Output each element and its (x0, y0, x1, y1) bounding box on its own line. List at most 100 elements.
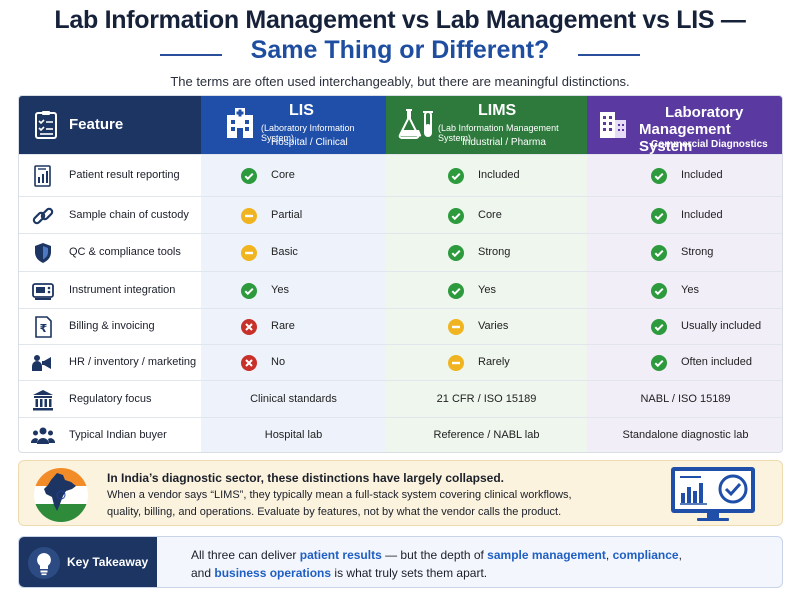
lms-value: NABL / ISO 15189 (640, 392, 731, 405)
lms-cell: Included (651, 168, 782, 184)
lms-value: Yes (681, 283, 699, 296)
india-info-panel: In India’s diagnostic sector, these dist… (18, 460, 783, 526)
check-circle-icon (651, 168, 667, 184)
lis-cell: Yes (241, 282, 376, 299)
lms-title-line2: Management System (639, 121, 731, 155)
lis-title: LIS (289, 102, 314, 119)
table-row: Typical Indian buyer Hospital lab Referenc… (19, 417, 782, 452)
lims-column-bg (386, 154, 587, 452)
lms-cell: Included (651, 207, 782, 224)
lis-value: Core (271, 169, 295, 181)
lims-value: Yes (478, 283, 496, 296)
check-circle-icon (651, 355, 667, 371)
takeaway-line2: and business operations is what truly se… (191, 566, 488, 580)
check-circle-icon (448, 168, 464, 184)
info-text-line2: quality, billing, and operations. Evalua… (107, 506, 562, 518)
lightbulb-icon (28, 547, 60, 579)
feature-label: Billing & invoicing (69, 320, 155, 332)
minus-circle-icon (241, 207, 257, 224)
check-circle-icon (651, 245, 667, 261)
page-title-subline: Same Thing or Different? (250, 36, 550, 64)
lms-header: Laboratory Management System Commercial … (587, 96, 782, 155)
feature-label: HR / inventory / marketing (69, 356, 197, 368)
lms-value: Usually included (681, 320, 762, 332)
lims-cell: Strong (448, 245, 599, 261)
minus-circle-icon (448, 355, 464, 371)
table-row: HR / inventory / marketing No Rarely Often … (19, 344, 782, 380)
check-circle-icon (448, 282, 464, 299)
table-row: Instrument integration Yes Yes Yes (19, 271, 782, 308)
minus-circle-icon (448, 319, 464, 335)
shield-icon (35, 243, 51, 263)
table-row: Sample chain of custody Partial Core Includ… (19, 196, 782, 233)
lims-value: Included (478, 169, 520, 181)
lims-cell: Varies (448, 319, 599, 335)
check-circle-icon (448, 245, 464, 261)
x-circle-icon (241, 319, 257, 335)
chain-link-icon (32, 207, 54, 224)
lms-column-bg (587, 154, 782, 452)
table-row: ₹ Billing & invoicing Rare Varies Usually in… (19, 308, 782, 344)
dashboard-monitor-icon (671, 467, 755, 521)
title-rule-left (160, 54, 222, 56)
lms-value: Included (681, 208, 723, 221)
india-map-flag-icon (34, 468, 88, 522)
lms-value: Often included (681, 356, 752, 368)
checklist-icon (35, 111, 57, 139)
lims-cell: Yes (448, 282, 599, 299)
lis-cell: Rare (241, 319, 376, 335)
lims-value: Varies (478, 320, 509, 332)
key-takeaway-label: Key Takeaway (67, 555, 149, 569)
lis-value: Basic (271, 246, 298, 258)
lms-cell: Yes (651, 282, 782, 299)
lims-value: Rarely (478, 356, 510, 368)
lis-value: Clinical standards (250, 392, 337, 405)
key-takeaway-panel: Key Takeaway All three can deliver patie… (18, 536, 783, 588)
lms-title-line1: Laboratory (665, 104, 744, 121)
svg-text:₹: ₹ (40, 322, 48, 335)
table-row: QC & compliance tools Basic Strong Strong (19, 233, 782, 271)
page-subtitle: The terms are often used interchangeably… (170, 74, 630, 89)
lms-cell: Usually included (651, 319, 782, 335)
takeaway-line1: All three can deliver patient results — … (191, 548, 682, 562)
feature-label: Patient result reporting (69, 169, 180, 181)
feature-header: Feature (19, 96, 201, 154)
x-circle-icon (241, 355, 257, 371)
lis-header: LIS (Laboratory Information System) Hosp… (201, 96, 386, 154)
check-circle-icon (651, 319, 667, 335)
check-circle-icon (241, 282, 257, 299)
feature-label: Regulatory focus (69, 392, 152, 405)
feature-label: Typical Indian buyer (69, 429, 167, 441)
title-subline-row: Same Thing or Different? (0, 36, 800, 70)
lis-value: Yes (271, 283, 289, 296)
lims-segment: Industrial / Pharma (462, 137, 546, 148)
lis-cell: Partial (241, 207, 376, 224)
report-chart-icon (34, 165, 51, 187)
lims-header: LIMS (Lab Information Management System)… (386, 96, 587, 154)
lims-cell: Rarely (448, 355, 599, 371)
lims-value: 21 CFR / ISO 15189 (436, 392, 537, 405)
lms-cell: Often included (651, 355, 782, 371)
lims-title: LIMS (478, 102, 517, 119)
hospital-icon (227, 108, 253, 138)
lis-value: No (271, 356, 286, 368)
page-title: Lab Information Management vs Lab Manage… (54, 6, 746, 34)
check-circle-icon (651, 282, 667, 299)
comparison-table: Feature LIS (Laboratory Information Syst… (18, 95, 783, 453)
lis-column-bg (201, 154, 386, 452)
check-circle-icon (448, 207, 464, 224)
lis-cell: Core (241, 168, 376, 184)
minus-circle-icon (241, 245, 257, 261)
invoice-rupee-icon: ₹ (35, 316, 52, 338)
users-group-icon (31, 427, 55, 444)
lis-value: Hospital lab (264, 429, 323, 441)
institution-icon (33, 389, 53, 410)
feature-label: Sample chain of custody (69, 208, 189, 221)
check-circle-icon (651, 207, 667, 224)
lms-value: Standalone diagnostic lab (622, 429, 749, 441)
lms-segment: Commercial Diagnostics (651, 139, 768, 150)
lims-subtitle: (Lab Information Management System) (438, 123, 559, 143)
lims-value: Reference / NABL lab (433, 429, 540, 441)
lis-value: Partial (271, 208, 303, 221)
lis-segment: Hospital / Clinical (271, 137, 348, 148)
